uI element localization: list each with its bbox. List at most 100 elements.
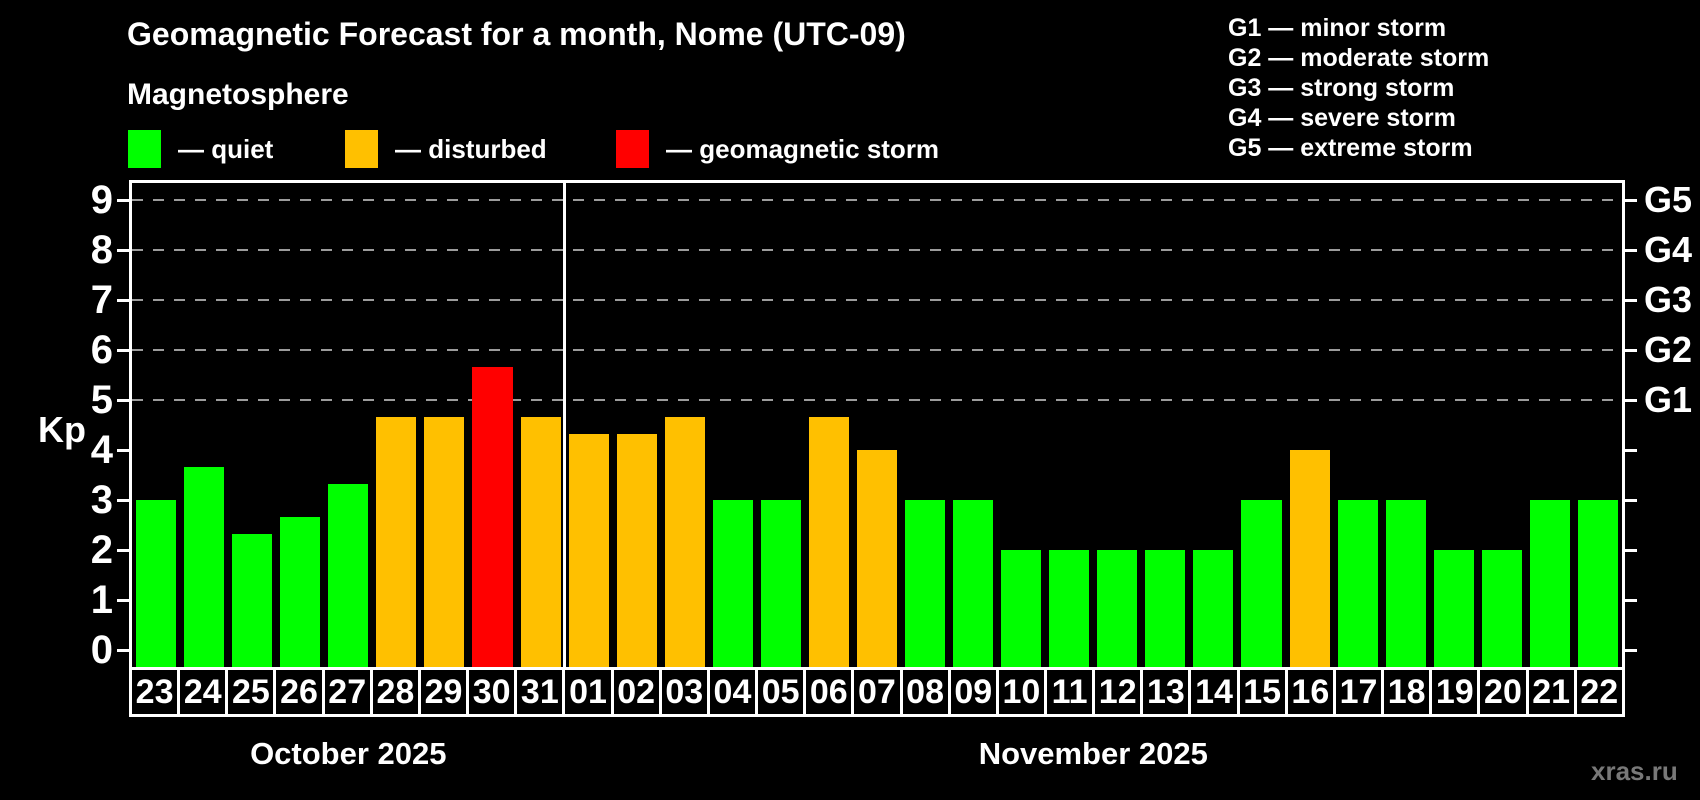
day-label: 11 [1043, 667, 1096, 717]
legend-item-quiet: — quiet [128, 130, 273, 168]
day-label: 24 [177, 667, 229, 717]
y-axis-tick [117, 399, 129, 402]
kp-bar [328, 483, 369, 667]
g-level-tick [1625, 299, 1637, 302]
g-level-tick [1625, 549, 1637, 552]
day-label: 26 [273, 667, 325, 717]
g-level-label: G3 [1644, 279, 1693, 320]
day-label: 27 [321, 667, 373, 717]
x-axis-day-labels: 23 24 25 26 27 28 29 30 31 01 02 03 04 05 06 07 08 09 10 11… [129, 667, 1625, 717]
y-axis-tick-label: 2 [90, 528, 113, 572]
legend-swatch-quiet-icon [128, 130, 161, 168]
magnetosphere-legend: — quiet — disturbed — geomagnetic storm [0, 130, 1700, 168]
kp-bar [472, 366, 513, 667]
kp-gridline [132, 399, 1622, 401]
g-level-tick [1625, 449, 1637, 452]
y-axis-tick-label: 3 [90, 478, 113, 522]
day-label: 23 [129, 667, 181, 717]
g-level-label: G1 [1644, 379, 1693, 420]
storm-scale-line: G3 — strong storm [1228, 74, 1455, 102]
g-level-tick [1625, 649, 1637, 652]
legend-label: — quiet [178, 133, 274, 164]
y-axis-tick [117, 499, 129, 502]
kp-bar [808, 416, 849, 667]
kp-bar [1577, 500, 1618, 667]
day-label: 05 [755, 667, 807, 717]
kp-bar [568, 433, 609, 667]
kp-bar [856, 450, 898, 667]
kp-bar [1241, 500, 1282, 667]
kp-gridline [132, 249, 1622, 251]
day-label: 20 [1477, 667, 1529, 717]
y-axis-tick-label: 4 [90, 428, 113, 472]
legend-item-disturbed: — disturbed [345, 130, 547, 168]
y-axis-tick-label: 9 [90, 178, 113, 222]
kp-bar [280, 516, 321, 667]
y-axis-tick [117, 349, 129, 352]
y-axis-tick-label: 8 [90, 228, 113, 272]
kp-gridline [132, 299, 1622, 301]
day-label: 17 [1332, 667, 1385, 717]
day-label: 09 [947, 667, 999, 717]
g-level-tick [1625, 599, 1637, 602]
day-label: 06 [803, 667, 855, 717]
g-level-tick [1625, 349, 1637, 352]
kp-bar [136, 500, 177, 667]
plot-area [129, 180, 1625, 667]
storm-scale-line: G1 — minor storm [1228, 14, 1447, 42]
storm-scale-line: G2 — moderate storm [1228, 44, 1490, 72]
legend-swatch-disturbed-icon [345, 130, 378, 168]
y-axis-tick-label: 7 [90, 278, 113, 322]
g-level-label: G5 [1644, 179, 1693, 220]
kp-bar [1481, 550, 1522, 667]
day-label: 19 [1429, 667, 1481, 717]
month-label: October 2025 [250, 736, 447, 771]
g-level-tick [1625, 399, 1637, 402]
legend-item-storm: — geomagnetic storm [616, 130, 939, 168]
kp-bar [1001, 550, 1042, 667]
y-axis-tick-label: 6 [90, 328, 113, 372]
y-axis-tick-label: 0 [90, 628, 113, 672]
kp-gridline [132, 199, 1622, 201]
g-level-tick [1625, 499, 1637, 502]
kp-gridline [132, 349, 1622, 351]
kp-bar [520, 416, 561, 667]
kp-bar [1193, 550, 1234, 667]
g-level-label: G4 [1644, 229, 1693, 270]
kp-bar [712, 500, 753, 667]
kp-bar [953, 500, 994, 667]
y-axis-tick-label: 5 [90, 378, 113, 422]
kp-bar [1529, 500, 1570, 667]
day-label: 15 [1236, 667, 1288, 717]
kp-bar [905, 500, 946, 667]
legend-label: — disturbed [395, 133, 547, 164]
chart-subtitle: Magnetosphere [127, 78, 349, 111]
kp-bar [1145, 550, 1186, 667]
y-axis-tick [117, 449, 129, 452]
kp-bar [1289, 450, 1330, 667]
day-label: 28 [369, 667, 421, 717]
day-label: 04 [706, 667, 759, 717]
storm-scale-legend: G1 — minor storm G2 — moderate storm G3 — … [1228, 13, 1489, 163]
storm-scale-line: G4 — severe storm [1228, 104, 1456, 132]
day-label: 13 [1140, 667, 1192, 717]
kp-bar [424, 416, 465, 667]
kp-bar [1433, 550, 1474, 667]
y-axis-tick [117, 199, 129, 202]
day-label: 29 [417, 667, 470, 717]
site-watermark: xras.ru [1591, 756, 1678, 786]
kp-bar [1385, 500, 1426, 667]
day-label: 07 [851, 667, 903, 717]
g-level-tick [1625, 199, 1637, 202]
y-axis-tick [117, 299, 129, 302]
y-axis-label: Kp [38, 409, 86, 450]
y-axis-tick [117, 249, 129, 252]
kp-bar [184, 466, 225, 667]
day-label: 08 [899, 667, 951, 717]
day-label: 18 [1381, 667, 1433, 717]
y-axis-tick [117, 649, 129, 652]
day-label: 02 [610, 667, 662, 717]
day-label: 03 [658, 667, 710, 717]
day-label: 31 [514, 667, 566, 717]
